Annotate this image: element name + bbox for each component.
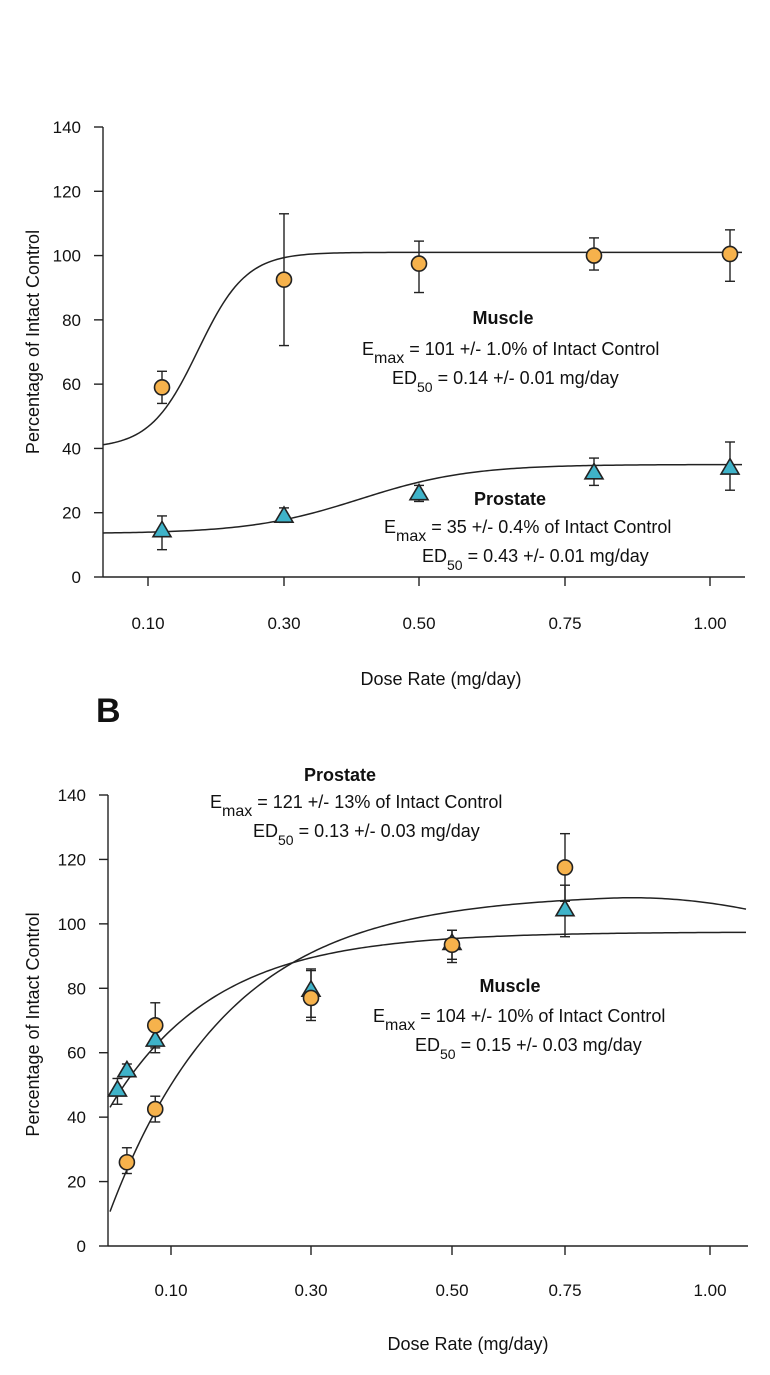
point-muscle [146, 1017, 164, 1034]
y-tick-label: 20 [62, 504, 81, 523]
panel-label-b: B [96, 692, 121, 730]
y-tick-label: 40 [62, 439, 81, 458]
y-tick-label: 60 [62, 375, 81, 394]
point-prostate [583, 461, 605, 480]
y-axis-label: Percentage of Intact Control [23, 912, 43, 1136]
y-tick-label: 0 [77, 1237, 86, 1256]
x-tick-label: 0.50 [435, 1281, 468, 1300]
x-tick-label: 0.10 [154, 1281, 187, 1300]
point-muscle [410, 255, 428, 272]
point-muscle [146, 1100, 164, 1118]
point-prostate [107, 1079, 128, 1097]
y-tick-label: 140 [58, 786, 86, 805]
fit-curve-muscle [102, 251, 742, 446]
x-tick-label: 1.00 [693, 1281, 726, 1300]
muscle-title: Muscle [472, 308, 533, 328]
x-tick-label: 0.30 [294, 1281, 327, 1300]
point-prostate [151, 519, 173, 538]
chart-b: B 0 20 40 60 80 100 120 140 0.10 0.30 0.50 0.75 1.00 D… [23, 692, 748, 1354]
point-muscle [556, 859, 574, 876]
prostate-title: Prostate [474, 489, 546, 509]
point-muscle [443, 936, 461, 954]
prostate-emax: Emax = 121 +/- 13% of Intact Control [210, 792, 502, 820]
fit-curve-muscle [109, 931, 747, 1108]
point-prostate [273, 505, 295, 524]
x-axis-label: Dose Rate (mg/day) [387, 1334, 548, 1354]
x-tick-label: 0.10 [131, 614, 164, 633]
x-tick-label: 0.75 [548, 614, 581, 633]
y-tick-label: 40 [67, 1108, 86, 1127]
point-muscle [275, 271, 293, 288]
point-muscle [302, 989, 320, 1007]
point-prostate [719, 457, 741, 475]
y-tick-label: 60 [67, 1044, 86, 1063]
y-tick-label: 120 [53, 182, 81, 201]
point-muscle [153, 379, 171, 396]
fit-curve-prostate [109, 896, 747, 1212]
x-tick-label: 1.00 [693, 614, 726, 633]
y-tick-label: 100 [53, 247, 81, 266]
muscle-title: Muscle [479, 976, 540, 996]
y-tick-label: 140 [53, 118, 81, 137]
x-tick-label: 0.50 [402, 614, 435, 633]
x-tick-label: 0.30 [267, 614, 300, 633]
point-prostate [554, 898, 576, 917]
prostate-ed50: ED50 = 0.13 +/- 0.03 mg/day [253, 821, 480, 848]
prostate-ed50: ED50 = 0.43 +/- 0.01 mg/day [422, 546, 649, 573]
point-muscle [585, 247, 603, 264]
y-tick-label: 100 [58, 915, 86, 934]
point-muscle [118, 1153, 136, 1171]
y-tick-label: 120 [58, 850, 86, 869]
y-tick-label: 80 [62, 311, 81, 330]
point-prostate [408, 482, 430, 501]
y-tick-label: 0 [72, 568, 81, 587]
prostate-emax: Emax = 35 +/- 0.4% of Intact Control [384, 517, 671, 545]
point-muscle [721, 245, 739, 263]
muscle-ed50: ED50 = 0.15 +/- 0.03 mg/day [415, 1035, 642, 1062]
chart-a: 0 20 40 60 80 100 120 140 0.10 0.30 0.50 0.75 1.00 Do… [23, 118, 745, 689]
fit-curve-prostate [102, 463, 742, 534]
y-tick-label: 20 [67, 1173, 86, 1192]
x-axis-label: Dose Rate (mg/day) [360, 669, 521, 689]
muscle-ed50: ED50 = 0.14 +/- 0.01 mg/day [392, 368, 619, 395]
muscle-emax: Emax = 104 +/- 10% of Intact Control [373, 1006, 665, 1034]
y-tick-label: 80 [67, 979, 86, 998]
y-axis-label: Percentage of Intact Control [23, 230, 43, 454]
point-prostate [116, 1059, 138, 1078]
point-prostate [144, 1029, 166, 1047]
muscle-emax: Emax = 101 +/- 1.0% of Intact Control [362, 339, 659, 367]
prostate-title: Prostate [304, 765, 376, 785]
x-tick-label: 0.75 [548, 1281, 581, 1300]
